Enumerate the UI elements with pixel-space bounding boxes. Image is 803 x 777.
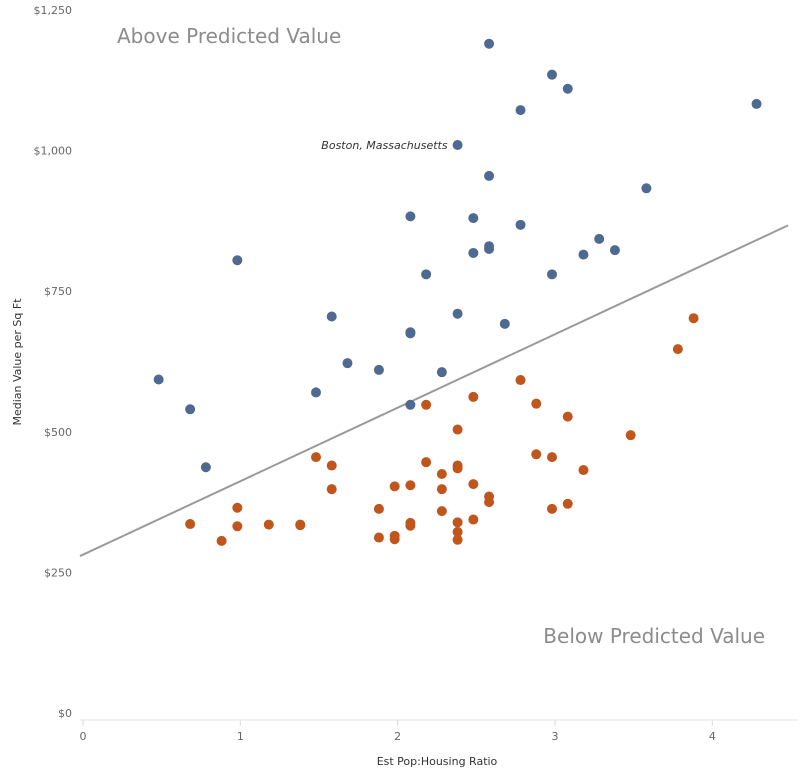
below-predicted-point[interactable] (452, 463, 463, 474)
below-predicted-point[interactable] (216, 535, 227, 546)
below-predicted-point[interactable] (232, 521, 243, 532)
above-predicted-point[interactable] (342, 358, 353, 369)
below-predicted-point[interactable] (373, 532, 384, 543)
y-tick-label: $750 (44, 285, 72, 298)
above-predicted-point[interactable] (468, 213, 479, 224)
below-predicted-point[interactable] (436, 468, 447, 479)
above-predicted-point[interactable] (452, 139, 463, 150)
below-predicted-point[interactable] (468, 479, 479, 490)
below-predicted-point[interactable] (405, 480, 416, 491)
below-predicted-point[interactable] (468, 514, 479, 525)
above-predicted-point[interactable] (436, 367, 447, 378)
above-predicted-point[interactable] (405, 327, 416, 338)
above-predicted-point[interactable] (578, 249, 589, 260)
above-predicted-point[interactable] (641, 183, 652, 194)
below-predicted-point[interactable] (389, 534, 400, 545)
above-predicted-point[interactable] (547, 69, 557, 80)
above-predicted-point[interactable] (562, 83, 573, 94)
trend-line (79, 224, 789, 557)
above-predicted-point[interactable] (311, 387, 321, 398)
below-predicted-point[interactable] (452, 517, 463, 528)
boston-annotation: Boston, Massachusetts (321, 139, 448, 152)
below-predicted-point[interactable] (688, 313, 699, 324)
below-predicted-point[interactable] (326, 460, 337, 471)
below-predicted-point[interactable] (452, 424, 463, 435)
below-predicted-point[interactable] (562, 411, 573, 422)
y-tick-label: $500 (44, 426, 72, 439)
above-predicted-point[interactable] (484, 241, 495, 252)
above-predicted-point[interactable] (232, 255, 243, 266)
above-predicted-point[interactable] (405, 399, 416, 410)
below-predicted-point[interactable] (531, 398, 542, 409)
x-axis-ticks: 0 1 2 3 4 (80, 720, 716, 743)
above-predicted-point[interactable] (484, 170, 495, 181)
above-predicted-point[interactable] (515, 105, 526, 116)
below-predicted-point[interactable] (436, 484, 447, 495)
below-predicted-point[interactable] (311, 452, 321, 463)
below-predicted-point[interactable] (484, 497, 495, 508)
below-predicted-point[interactable] (531, 449, 542, 460)
below-predicted-point[interactable] (436, 506, 447, 517)
below-predicted-point[interactable] (672, 344, 683, 355)
above-predicted-point[interactable] (484, 38, 495, 49)
y-tick-label: $250 (44, 566, 72, 579)
above-predicted-points (153, 38, 762, 473)
x-tick-label: 0 (80, 730, 87, 743)
above-predicted-point[interactable] (405, 211, 416, 222)
above-predicted-point[interactable] (185, 404, 196, 415)
above-predicted-point[interactable] (515, 219, 526, 230)
above-predicted-point[interactable] (751, 98, 762, 109)
above-predicted-point[interactable] (373, 364, 384, 375)
below-predicted-points (185, 313, 699, 546)
below-predicted-point[interactable] (326, 484, 337, 495)
x-axis-title: Est Pop:Housing Ratio (377, 755, 498, 768)
y-axis-title: Median Value per Sq Ft (11, 298, 24, 426)
above-predicted-point[interactable] (421, 269, 432, 280)
above-predicted-point[interactable] (594, 233, 605, 244)
below-predicted-point[interactable] (625, 430, 636, 441)
below-predicted-point[interactable] (232, 502, 243, 513)
above-region-label: Above Predicted Value (117, 24, 341, 48)
x-tick-label: 2 (394, 730, 401, 743)
below-predicted-point[interactable] (185, 519, 196, 530)
below-predicted-point[interactable] (515, 375, 526, 386)
below-predicted-point[interactable] (263, 519, 274, 530)
below-predicted-point[interactable] (562, 498, 573, 509)
below-predicted-point[interactable] (295, 520, 306, 531)
above-predicted-point[interactable] (452, 308, 463, 319)
below-predicted-point[interactable] (421, 399, 432, 410)
below-predicted-point[interactable] (578, 465, 589, 476)
above-predicted-point[interactable] (153, 374, 164, 385)
below-predicted-point[interactable] (547, 452, 557, 463)
x-tick-label: 4 (709, 730, 716, 743)
below-predicted-point[interactable] (452, 526, 463, 537)
y-axis-ticks: $0 $250 $500 $750 $1,000 $1,250 (34, 4, 73, 720)
below-predicted-point[interactable] (389, 481, 400, 492)
below-region-label: Below Predicted Value (543, 624, 765, 648)
above-predicted-point[interactable] (468, 247, 479, 258)
x-tick-label: 1 (237, 730, 244, 743)
above-predicted-point[interactable] (200, 462, 211, 473)
below-predicted-point[interactable] (405, 520, 416, 531)
above-predicted-point[interactable] (499, 318, 510, 329)
above-predicted-point[interactable] (609, 245, 620, 256)
below-predicted-point[interactable] (452, 534, 463, 545)
below-predicted-point[interactable] (421, 457, 432, 468)
below-predicted-point[interactable] (547, 503, 557, 514)
above-predicted-point[interactable] (547, 269, 557, 280)
x-tick-label: 3 (552, 730, 559, 743)
above-predicted-point[interactable] (326, 311, 337, 322)
y-tick-label: $1,250 (34, 4, 73, 17)
y-tick-label: $0 (58, 707, 72, 720)
below-predicted-point[interactable] (373, 503, 384, 514)
below-predicted-point[interactable] (468, 391, 479, 402)
y-tick-label: $1,000 (34, 145, 73, 158)
